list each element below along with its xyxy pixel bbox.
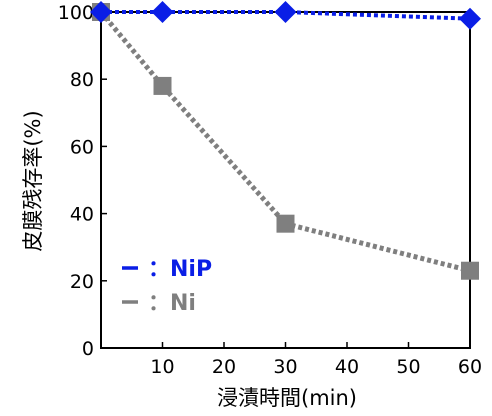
series-group	[90, 1, 481, 280]
data-point-ni	[461, 261, 479, 280]
y-tick-label: 20	[70, 271, 94, 293]
data-point-ni	[153, 76, 172, 95]
x-axis-title: 浸漬時間(min)	[217, 386, 357, 410]
series-nip	[90, 1, 481, 30]
x-tick-label: 40	[335, 356, 359, 378]
series-ni	[92, 3, 479, 280]
x-tick-label: 30	[273, 356, 297, 378]
y-axis-title: 皮膜残存率(%)	[21, 110, 45, 251]
y-tick-label: 80	[70, 69, 94, 91]
y-tick-label: 40	[70, 204, 94, 226]
x-tick-label: 60	[458, 356, 482, 378]
data-point-ni	[276, 214, 295, 233]
y-tick-label: 100	[58, 2, 94, 24]
data-point-nip	[274, 1, 297, 23]
data-point-nip	[90, 1, 112, 23]
data-point-nip	[459, 7, 481, 30]
x-tick-label: 50	[396, 356, 420, 378]
data-point-nip	[151, 1, 174, 23]
axis-ticks: 0 20 40 60 80 100 10 20 30 40 50 60	[58, 2, 482, 378]
y-tick-label: 0	[82, 338, 94, 360]
x-tick-label: 10	[150, 356, 174, 378]
legend: ：NiP ：Ni	[122, 257, 212, 316]
x-tick-label: 20	[212, 356, 236, 378]
y-tick-label: 60	[70, 136, 94, 158]
legend-label-ni: ：Ni	[148, 291, 196, 316]
series-nip-line	[101, 10, 471, 21]
legend-label-nip: ：NiP	[148, 257, 212, 282]
